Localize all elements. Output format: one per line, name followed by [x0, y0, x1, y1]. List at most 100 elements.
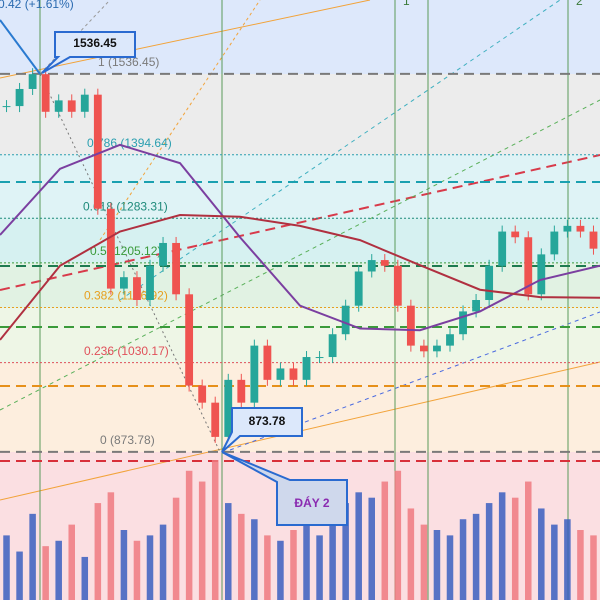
- candle: [93, 94, 102, 209]
- volume-bar: [420, 524, 428, 600]
- volume-bar: [16, 551, 23, 600]
- corner-label: 0.42 (+1.61%): [0, 0, 74, 11]
- volume-bar: [42, 546, 49, 600]
- fib-label: 0 (873.78): [100, 433, 155, 447]
- volume-bar: [394, 470, 402, 600]
- fib-label: 1 (1536.45): [98, 55, 159, 69]
- candle: [367, 260, 376, 272]
- volume-bar: [81, 556, 89, 600]
- candle: [550, 231, 559, 255]
- candle: [446, 334, 454, 346]
- candle: [28, 74, 37, 89]
- volume-bar: [211, 460, 219, 600]
- candle: [80, 94, 89, 112]
- volume-bar: [355, 492, 362, 600]
- candle: [185, 294, 194, 386]
- volume-bar: [472, 513, 480, 600]
- volume-bar: [107, 492, 115, 600]
- candle: [106, 208, 115, 289]
- callout-text: ĐÁY 2: [294, 495, 329, 510]
- candle: [433, 345, 441, 352]
- candle: [133, 277, 141, 300]
- fib-label: 0.382 (1126.92): [84, 289, 168, 303]
- candle: [224, 379, 233, 437]
- volume-bar: [55, 540, 62, 600]
- candle: [354, 271, 363, 306]
- fib-label: 0.786 (1394.64): [87, 136, 172, 150]
- volume-bar: [590, 535, 597, 600]
- volume-bar: [172, 497, 180, 600]
- volume-bar: [525, 481, 532, 600]
- fib-label: 0.618 (1283.31): [83, 199, 168, 213]
- candle: [54, 100, 63, 112]
- volume-bar: [238, 513, 245, 600]
- volume-bar: [264, 535, 271, 600]
- candle: [472, 300, 480, 312]
- volume-bar: [29, 513, 36, 600]
- volume-bar: [277, 540, 284, 600]
- volume-bar: [485, 503, 493, 600]
- candle: [67, 100, 76, 112]
- candle: [276, 368, 285, 380]
- volume-bar: [303, 524, 310, 600]
- candle: [315, 357, 324, 359]
- volume-bar: [120, 530, 128, 600]
- volume-bar: [407, 508, 415, 600]
- candle: [537, 254, 546, 295]
- volume-bar: [511, 497, 519, 600]
- candle: [198, 385, 207, 403]
- volume-bar: [68, 524, 75, 600]
- candle: [420, 345, 428, 352]
- callouts: 1536.45 873.78 ĐÁY 2: [0, 19, 348, 526]
- fib-label: 0.236 (1030.17): [84, 344, 169, 358]
- volume-bar: [290, 530, 297, 600]
- volume-bar: [551, 524, 558, 600]
- callout-text: 1536.45: [73, 36, 117, 50]
- candle: [524, 237, 533, 295]
- volume-bar: [342, 503, 349, 600]
- candle: [120, 277, 128, 289]
- volume-bar: [316, 535, 323, 600]
- volume-bar: [368, 497, 375, 600]
- candle: [511, 231, 520, 238]
- candle: [211, 402, 220, 437]
- candle: [159, 242, 167, 266]
- volume-bar: [159, 524, 167, 600]
- volume-bar: [433, 530, 441, 600]
- vline-label: 2: [576, 0, 583, 8]
- volume-bar: [381, 481, 389, 600]
- volume-bar: [133, 540, 141, 600]
- volume-bar: [538, 508, 545, 600]
- candle: [576, 225, 585, 232]
- candle: [263, 345, 272, 380]
- candle: [406, 305, 415, 346]
- candle: [237, 379, 246, 403]
- volume-bar: [329, 519, 336, 600]
- candle: [380, 260, 389, 266]
- candle: [172, 242, 180, 295]
- volume-bar: [198, 481, 206, 600]
- volume-bar: [251, 519, 258, 600]
- candle: [485, 265, 494, 300]
- volume-bar: [146, 535, 154, 600]
- candle: [498, 231, 507, 266]
- candle: [250, 345, 259, 403]
- volume-bar: [446, 535, 454, 600]
- candle: [341, 305, 350, 335]
- candle: [15, 88, 24, 107]
- candle: [2, 106, 11, 108]
- volume-bar: [498, 492, 506, 600]
- moving-average: [0, 214, 600, 341]
- moving-average: [0, 143, 600, 332]
- volume-bar: [577, 530, 584, 600]
- volume-bar: [564, 519, 571, 600]
- candle: [289, 368, 298, 380]
- volume-bar: [459, 519, 467, 600]
- candle: [302, 357, 311, 380]
- candle: [589, 231, 598, 249]
- candle: [146, 265, 154, 300]
- callout-text: 873.78: [249, 414, 286, 428]
- fib-label: 0.5 (1205.12): [90, 244, 161, 258]
- volume: [3, 460, 597, 600]
